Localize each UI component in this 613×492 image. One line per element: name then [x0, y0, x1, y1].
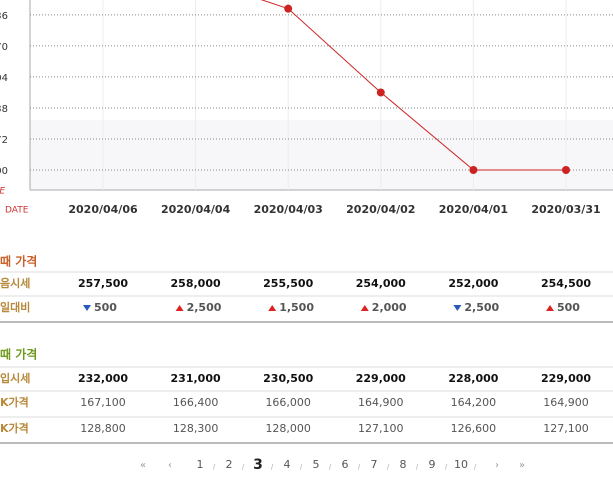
- row-label: K가격: [0, 421, 29, 435]
- cell: 1,500: [279, 301, 314, 314]
- cell: 166,400: [173, 396, 219, 409]
- change-arrow: [268, 305, 277, 311]
- row-label: 음시세: [0, 276, 30, 290]
- cell: 166,000: [265, 396, 311, 409]
- page-last[interactable]: »: [519, 460, 525, 471]
- cell: 258,000: [171, 277, 221, 290]
- x-axis-label: DATE: [5, 206, 29, 216]
- row-label: K가격: [0, 395, 29, 409]
- cell: 255,500: [263, 277, 313, 290]
- table-title: 때 가격: [0, 254, 37, 269]
- cell: 232,000: [78, 372, 128, 385]
- y-axis-label: E: [0, 187, 5, 197]
- page-number[interactable]: 5: [313, 458, 320, 471]
- page-separator: /: [271, 463, 274, 471]
- cell: 2,500: [187, 301, 222, 314]
- change-arrow: [83, 305, 91, 311]
- cell: 254,000: [356, 277, 406, 290]
- table-title: 때 가격: [0, 347, 37, 362]
- page-separator: /: [445, 463, 448, 471]
- y-tick-label: 72: [0, 135, 8, 146]
- cell: 230,500: [263, 372, 313, 385]
- cell: 500: [557, 301, 580, 314]
- cell: 257,500: [78, 277, 128, 290]
- point: [562, 166, 570, 174]
- cell: 2,500: [464, 301, 499, 314]
- cell: 229,000: [541, 372, 591, 385]
- y-tick-label: 04: [0, 73, 8, 84]
- page-separator: /: [242, 463, 245, 471]
- page-separator: /: [387, 463, 390, 471]
- cell: 229,000: [356, 372, 406, 385]
- page-number[interactable]: 8: [400, 458, 407, 471]
- cell: 128,300: [173, 422, 219, 435]
- page-separator: /: [213, 463, 216, 471]
- page-first[interactable]: «: [140, 460, 146, 471]
- page-number[interactable]: 9: [429, 458, 436, 471]
- x-tick-label: 2020/04/03: [254, 203, 323, 216]
- y-tick-label: 00: [0, 166, 8, 177]
- change-arrow: [453, 305, 462, 311]
- cell: 500: [94, 301, 117, 314]
- y-tick-label: 70: [0, 42, 8, 53]
- row-label: 입시세: [0, 371, 30, 385]
- x-tick-label: 2020/04/06: [68, 203, 138, 216]
- page-prev[interactable]: ‹: [168, 460, 172, 471]
- page-number[interactable]: 2: [226, 458, 233, 471]
- x-tick-label: 2020/04/01: [439, 203, 508, 216]
- change-arrow: [175, 305, 184, 311]
- cell: 127,100: [543, 422, 589, 435]
- change-arrow: [360, 305, 369, 311]
- page-next[interactable]: ›: [495, 460, 499, 471]
- cell: 126,600: [451, 422, 497, 435]
- cell: 2,000: [372, 301, 407, 314]
- point: [376, 88, 385, 97]
- page-number[interactable]: 4: [284, 458, 291, 471]
- y-tick-label: 38: [0, 104, 8, 115]
- page-separator: /: [300, 463, 303, 471]
- point: [284, 4, 293, 13]
- point: [469, 166, 478, 174]
- x-tick-label: 2020/03/31: [531, 203, 600, 216]
- cell: 164,900: [543, 396, 589, 409]
- page-number[interactable]: 1: [197, 458, 204, 471]
- plot-clip: [260, 0, 570, 174]
- page-number[interactable]: 3: [253, 457, 263, 473]
- change-arrow: [546, 305, 554, 311]
- plot-shade: [30, 120, 613, 190]
- cell: 128,800: [80, 422, 126, 435]
- page-number[interactable]: 7: [371, 458, 378, 471]
- x-tick-label: 2020/04/04: [161, 203, 231, 216]
- cell: 231,000: [171, 372, 221, 385]
- cell: 164,900: [358, 396, 404, 409]
- page-separator: /: [358, 463, 361, 471]
- cell: 254,500: [541, 277, 591, 290]
- row-label: 일대비: [0, 300, 30, 314]
- page-number[interactable]: 10: [454, 458, 468, 471]
- y-tick-label: 36: [0, 11, 8, 22]
- cell: 252,000: [448, 277, 498, 290]
- cell: 164,200: [451, 396, 497, 409]
- cell: 167,100: [80, 396, 126, 409]
- page-separator: /: [474, 463, 477, 471]
- page-separator: /: [416, 463, 419, 471]
- page-separator: /: [329, 463, 332, 471]
- cell: 128,000: [265, 422, 311, 435]
- page-number[interactable]: 6: [342, 458, 349, 471]
- cell: 228,000: [448, 372, 498, 385]
- cell: 127,100: [358, 422, 404, 435]
- x-tick-label: 2020/04/02: [346, 203, 415, 216]
